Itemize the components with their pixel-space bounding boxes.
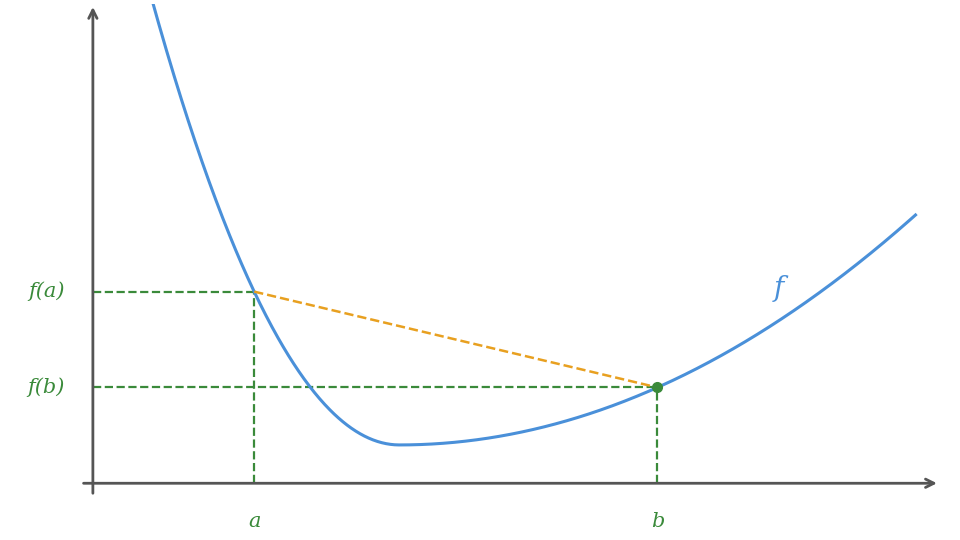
Text: f: f — [773, 275, 783, 302]
Text: f(b): f(b) — [27, 377, 64, 397]
Text: a: a — [248, 512, 260, 531]
Text: f(a): f(a) — [28, 282, 64, 301]
Text: b: b — [651, 512, 664, 531]
